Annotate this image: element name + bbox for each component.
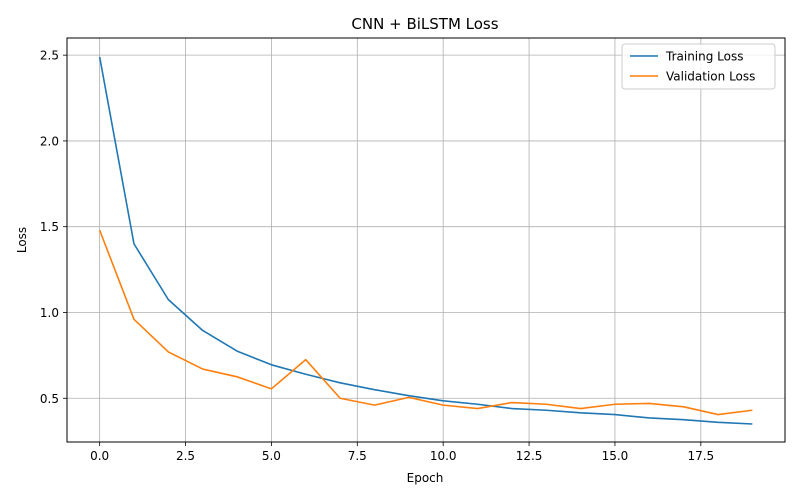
y-tick-label: 2.5 bbox=[40, 49, 59, 63]
y-axis: 0.5 1.0 1.5 2.0 2.5 bbox=[40, 49, 67, 406]
series-layer bbox=[98, 56, 753, 425]
legend-box bbox=[621, 43, 776, 90]
x-tick-label: 2.5 bbox=[176, 449, 195, 463]
x-tick-label: 5.0 bbox=[262, 449, 281, 463]
legend-label-validation-loss: Validation Loss bbox=[666, 70, 755, 84]
y-tick-label: 0.5 bbox=[40, 392, 59, 406]
x-tick-label: 15.0 bbox=[602, 449, 629, 463]
y-tick-label: 1.0 bbox=[40, 306, 59, 320]
series-line-validation-loss bbox=[98, 229, 753, 416]
chart-title: CNN + BiLSTM Loss bbox=[351, 15, 498, 33]
legend-label-training-loss: Training Loss bbox=[665, 50, 743, 64]
grid bbox=[67, 38, 785, 442]
x-tick-label: 17.5 bbox=[687, 449, 714, 463]
x-axis-label: Epoch bbox=[407, 471, 444, 485]
y-tick-label: 1.5 bbox=[40, 220, 59, 234]
x-tick-label: 10.0 bbox=[430, 449, 457, 463]
x-tick-label: 0.0 bbox=[90, 449, 109, 463]
y-tick-label: 2.0 bbox=[40, 134, 59, 148]
legend: Training Loss Validation Loss bbox=[621, 43, 776, 90]
y-axis-label: Loss bbox=[15, 227, 29, 253]
x-tick-label: 12.5 bbox=[516, 449, 543, 463]
x-tick-label: 7.5 bbox=[348, 449, 367, 463]
x-axis: 0.0 2.5 5.0 7.5 10.0 12.5 15.0 17.5 bbox=[90, 442, 714, 463]
plot-area-frame bbox=[66, 37, 786, 443]
series-line-training-loss bbox=[98, 56, 753, 425]
